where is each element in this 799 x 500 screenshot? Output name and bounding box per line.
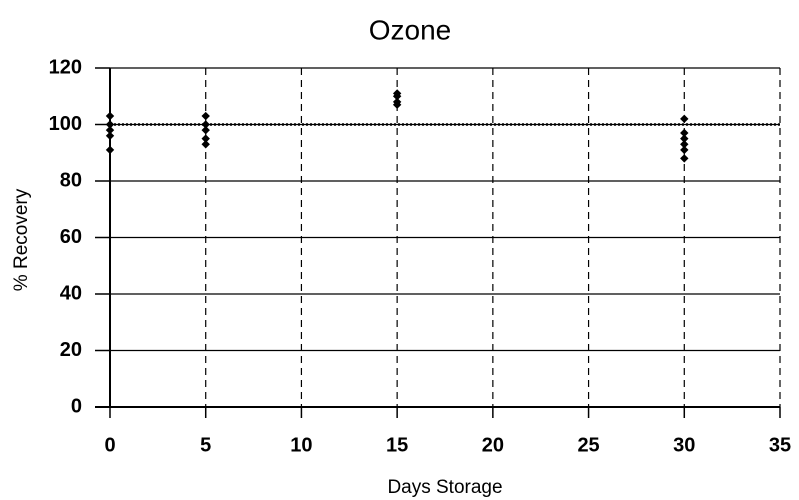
x-tick-label: 30 xyxy=(673,434,695,456)
y-tick-label: 40 xyxy=(60,282,82,304)
point xyxy=(105,111,115,121)
point xyxy=(392,92,402,101)
y-tick-label: 20 xyxy=(60,339,82,361)
point xyxy=(105,145,115,155)
x-tick-label: 35 xyxy=(769,434,791,456)
x-tick-label: 15 xyxy=(386,434,408,456)
point xyxy=(201,140,210,149)
x-tick-label: 10 xyxy=(290,434,312,456)
y-tick-label: 60 xyxy=(60,226,82,248)
y-axis-label: % Recovery xyxy=(11,188,32,291)
point xyxy=(680,145,689,155)
point xyxy=(680,114,689,124)
point xyxy=(201,134,210,143)
x-tick-label: 20 xyxy=(482,434,504,456)
point xyxy=(201,125,210,135)
point xyxy=(680,128,689,138)
y-tick-label: 100 xyxy=(49,113,82,135)
y-tick-label: 120 xyxy=(49,56,82,78)
point xyxy=(105,120,115,129)
x-axis-label: Days Storage xyxy=(387,477,502,498)
point xyxy=(201,120,210,129)
chart-title: Ozone xyxy=(369,14,452,45)
point xyxy=(105,125,115,135)
point xyxy=(392,100,402,109)
point xyxy=(680,140,689,149)
point xyxy=(680,154,689,163)
x-tick-label: 0 xyxy=(104,434,115,456)
point xyxy=(201,111,210,121)
x-tick-label: 5 xyxy=(200,434,211,456)
y-tick-label: 80 xyxy=(60,169,82,191)
point xyxy=(680,134,689,143)
y-tick-label: 0 xyxy=(71,395,82,417)
point xyxy=(105,131,115,141)
x-tick-label: 25 xyxy=(577,434,599,456)
